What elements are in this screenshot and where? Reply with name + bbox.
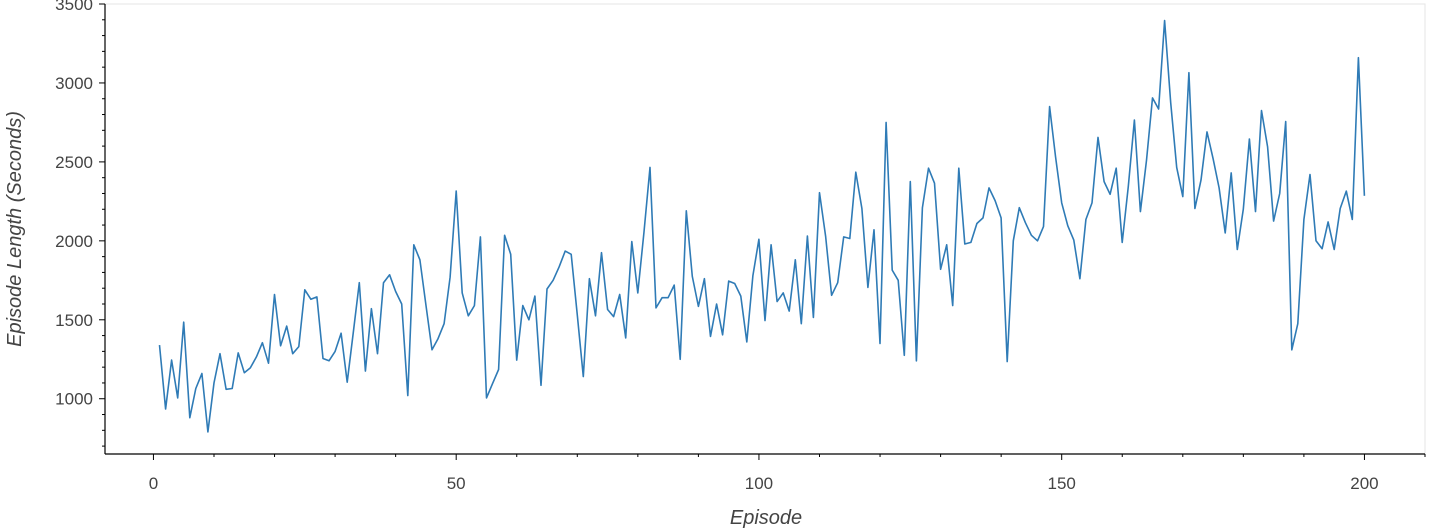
y-tick-label: 3500 xyxy=(55,0,93,14)
y-tick-label: 2500 xyxy=(55,153,93,172)
y-axis-title: Episode Length (Seconds) xyxy=(4,111,26,347)
x-tick-label: 200 xyxy=(1350,474,1378,493)
plot-frame xyxy=(104,3,1426,455)
y-tick-label: 1500 xyxy=(55,311,93,330)
series-line-0 xyxy=(158,19,1366,433)
x-tick-label: 0 xyxy=(149,474,158,493)
x-axis-ticks: 0 50 100 150 200 xyxy=(149,454,1426,493)
y-tick-label: 2000 xyxy=(55,232,93,251)
x-tick-label: 150 xyxy=(1048,474,1076,493)
x-axis-title: Episode xyxy=(730,507,802,528)
y-axis-ticks: 1000 1500 2000 2500 3000 3500 xyxy=(55,0,105,447)
series-layer xyxy=(158,19,1366,433)
y-tick-label: 3000 xyxy=(55,74,93,93)
x-tick-label: 50 xyxy=(447,474,466,493)
y-tick-label: 1000 xyxy=(55,390,93,409)
x-tick-label: 100 xyxy=(745,474,773,493)
